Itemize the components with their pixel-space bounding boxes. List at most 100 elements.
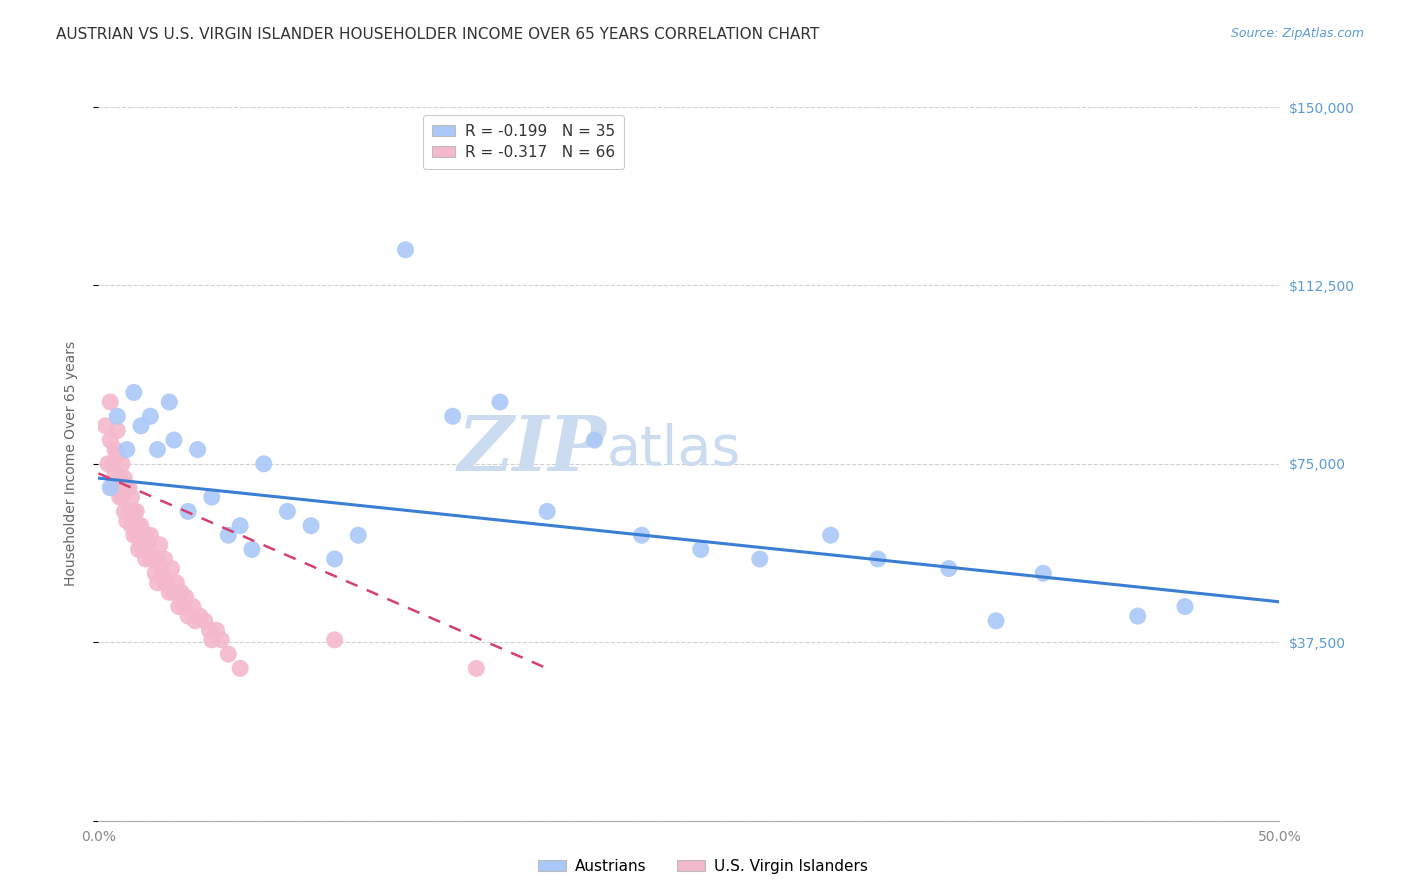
Point	[165, 575, 187, 590]
Point	[146, 442, 169, 457]
Point	[122, 528, 145, 542]
Point	[177, 609, 200, 624]
Point	[167, 599, 190, 614]
Point	[201, 632, 224, 647]
Point	[217, 647, 239, 661]
Point	[299, 518, 322, 533]
Point	[112, 504, 135, 518]
Point	[122, 385, 145, 400]
Point	[163, 585, 186, 599]
Point	[323, 632, 346, 647]
Point	[105, 409, 128, 424]
Point	[108, 471, 131, 485]
Point	[101, 481, 124, 495]
Point	[153, 552, 176, 566]
Point	[153, 575, 176, 590]
Point	[170, 585, 193, 599]
Point	[194, 614, 217, 628]
Point	[174, 590, 197, 604]
Point	[820, 528, 842, 542]
Point	[98, 395, 121, 409]
Point	[157, 585, 180, 599]
Point	[229, 661, 252, 675]
Point	[1174, 599, 1197, 614]
Point	[583, 433, 606, 447]
Point	[118, 481, 141, 495]
Point	[149, 538, 172, 552]
Point	[128, 518, 150, 533]
Point	[150, 566, 173, 581]
Point	[323, 552, 346, 566]
Point	[98, 481, 121, 495]
Point	[128, 542, 150, 557]
Point	[129, 418, 152, 433]
Point	[209, 632, 232, 647]
Point	[105, 447, 128, 461]
Point	[866, 552, 889, 566]
Point	[347, 528, 370, 542]
Point	[125, 528, 148, 542]
Point	[394, 243, 416, 257]
Text: ZIP: ZIP	[457, 413, 606, 486]
Point	[97, 457, 120, 471]
Point	[111, 490, 134, 504]
Point	[115, 481, 138, 495]
Point	[115, 442, 138, 457]
Point	[938, 561, 960, 575]
Point	[205, 624, 228, 638]
Point	[118, 504, 141, 518]
Point	[115, 514, 138, 528]
Point	[630, 528, 652, 542]
Point	[253, 457, 276, 471]
Point	[536, 504, 558, 518]
Point	[136, 538, 159, 552]
Point	[112, 471, 135, 485]
Point	[184, 614, 207, 628]
Point	[111, 457, 134, 471]
Point	[240, 542, 263, 557]
Point	[139, 552, 162, 566]
Point	[104, 442, 127, 457]
Point	[157, 395, 180, 409]
Point	[143, 566, 166, 581]
Point	[181, 599, 204, 614]
Point	[163, 433, 186, 447]
Text: atlas: atlas	[606, 423, 741, 476]
Point	[1126, 609, 1149, 624]
Point	[105, 424, 128, 438]
Point	[135, 528, 157, 542]
Legend: Austrians, U.S. Virgin Islanders: Austrians, U.S. Virgin Islanders	[533, 853, 873, 880]
Point	[489, 395, 512, 409]
Point	[139, 409, 162, 424]
Point	[156, 575, 179, 590]
Point	[160, 561, 183, 575]
Point	[229, 518, 252, 533]
Point	[984, 614, 1007, 628]
Point	[94, 418, 117, 433]
Point	[142, 552, 165, 566]
Point	[125, 504, 148, 518]
Point	[201, 490, 224, 504]
Point	[108, 490, 131, 504]
Point	[98, 433, 121, 447]
Point	[129, 518, 152, 533]
Text: Source: ZipAtlas.com: Source: ZipAtlas.com	[1230, 27, 1364, 40]
Point	[198, 624, 221, 638]
Point	[689, 542, 711, 557]
Y-axis label: Householder Income Over 65 years: Householder Income Over 65 years	[63, 342, 77, 586]
Point	[1032, 566, 1054, 581]
Point	[441, 409, 464, 424]
Point	[177, 504, 200, 518]
Point	[104, 467, 127, 481]
Legend: R = -0.199   N = 35, R = -0.317   N = 66: R = -0.199 N = 35, R = -0.317 N = 66	[423, 115, 624, 169]
Point	[276, 504, 298, 518]
Point	[129, 538, 152, 552]
Point	[132, 542, 155, 557]
Point	[465, 661, 488, 675]
Point	[172, 599, 194, 614]
Point	[217, 528, 239, 542]
Point	[121, 490, 143, 504]
Text: AUSTRIAN VS U.S. VIRGIN ISLANDER HOUSEHOLDER INCOME OVER 65 YEARS CORRELATION CH: AUSTRIAN VS U.S. VIRGIN ISLANDER HOUSEHO…	[56, 27, 820, 42]
Point	[748, 552, 770, 566]
Point	[121, 518, 143, 533]
